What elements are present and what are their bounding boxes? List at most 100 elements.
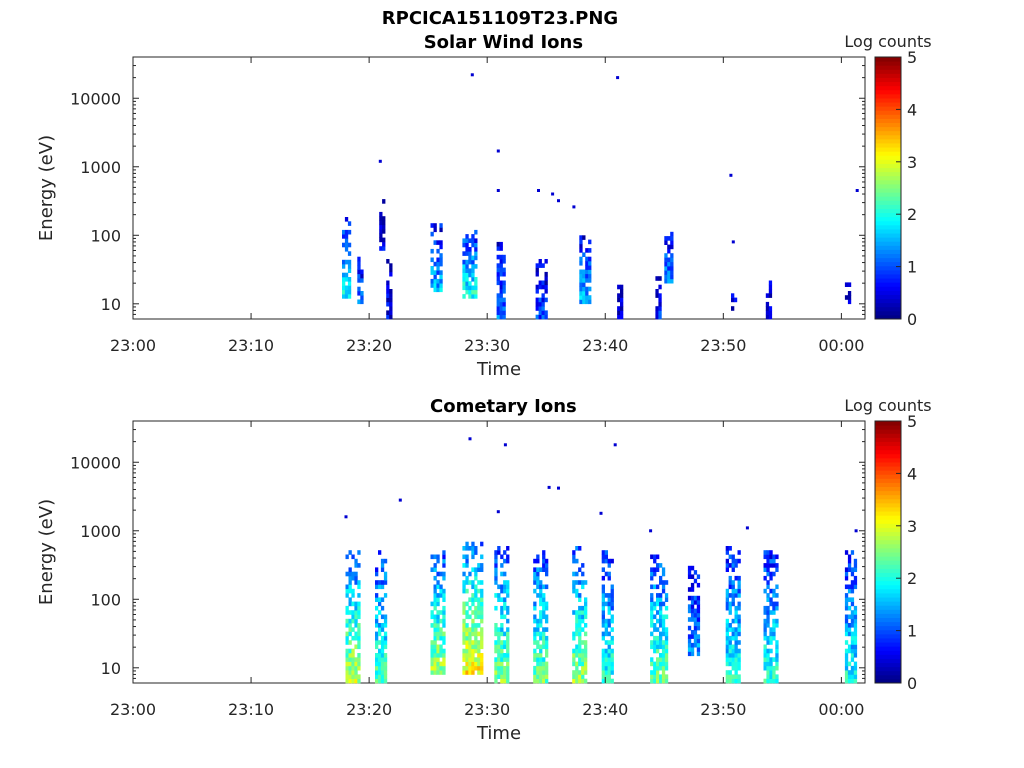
heatmap-cell — [351, 554, 355, 560]
heatmap-cell — [693, 578, 698, 584]
heatmap-cell — [734, 653, 738, 658]
heatmap-cell — [536, 575, 540, 581]
heatmap-cell — [468, 648, 472, 654]
colorbar-step — [875, 130, 901, 136]
heatmap-cell — [687, 647, 692, 652]
heatmap-cell — [544, 297, 548, 303]
heatmap-cell — [588, 256, 592, 262]
heatmap-cell — [539, 601, 543, 607]
heatmap-cell — [725, 674, 729, 679]
heatmap-cell — [439, 665, 443, 671]
heatmap-cell — [480, 614, 484, 620]
heatmap-cell — [607, 631, 611, 637]
heatmap-cell — [582, 273, 586, 279]
heatmap-cell — [433, 567, 437, 572]
heatmap-cell — [480, 631, 484, 637]
heatmap-cell — [383, 635, 388, 641]
heatmap-cell — [584, 640, 588, 645]
heatmap-cell — [506, 627, 510, 632]
heatmap-cell — [442, 614, 446, 620]
heatmap-cell — [468, 285, 472, 291]
heatmap-cell — [442, 571, 446, 577]
heatmap-cell — [693, 600, 698, 605]
heatmap-cell — [775, 554, 779, 560]
heatmap-cell — [465, 657, 469, 662]
heatmap-cell — [503, 640, 507, 645]
heatmap-cell — [348, 631, 352, 637]
heatmap-cell — [351, 571, 355, 577]
heatmap-cell — [536, 623, 540, 628]
heatmap-cell — [433, 283, 437, 288]
colorbar-step — [875, 265, 901, 271]
heatmap-cell — [439, 223, 443, 228]
heatmap-cell — [536, 657, 540, 662]
heatmap-cell — [494, 558, 498, 564]
heatmap-cell — [728, 635, 732, 641]
heatmap-cell — [581, 605, 585, 611]
heatmap-cell — [430, 266, 434, 271]
heatmap-cell — [601, 665, 605, 671]
heatmap-cell — [731, 674, 735, 679]
heatmap-cell — [375, 644, 379, 650]
heatmap-cell — [853, 635, 858, 641]
heatmap-cell — [578, 605, 582, 611]
colorbar-step — [875, 89, 901, 95]
heatmap-cell — [737, 614, 741, 620]
colorbar-step — [875, 662, 901, 668]
heatmap-cell — [503, 588, 507, 594]
heatmap-cell — [731, 293, 735, 298]
heatmap-cell — [768, 310, 773, 315]
heatmap-cell — [442, 661, 446, 667]
heatmap-cell — [693, 617, 698, 622]
heatmap-cell — [506, 670, 510, 675]
heatmap-cell — [502, 297, 506, 303]
heatmap-cell — [659, 575, 663, 581]
heatmap-cell — [433, 287, 437, 293]
heatmap-cell — [465, 644, 469, 650]
heatmap-cell — [468, 255, 472, 261]
heatmap-cell — [772, 571, 776, 577]
heatmap-cell — [345, 665, 349, 671]
heatmap-cell — [610, 614, 614, 620]
heatmap-cell — [345, 640, 349, 645]
heatmap-cell — [433, 605, 437, 611]
heatmap-cell — [575, 648, 579, 654]
heatmap-cell — [769, 665, 773, 671]
heatmap-cell — [847, 644, 852, 650]
heatmap-cell — [496, 301, 500, 307]
heatmap-cell — [351, 627, 355, 632]
heatmap-cell — [853, 678, 858, 684]
heatmap-cell — [465, 665, 469, 671]
heatmap-cell — [769, 571, 773, 577]
heatmap-cell — [433, 270, 437, 275]
heatmap-cell — [533, 614, 537, 620]
heatmap-cell — [766, 610, 770, 615]
heatmap-cell — [539, 618, 543, 624]
heatmap-cell — [539, 678, 543, 684]
heatmap-cell — [766, 678, 770, 684]
heatmap-cell — [477, 610, 481, 615]
colorbar-step — [875, 490, 901, 496]
heatmap-cell — [480, 588, 484, 594]
heatmap-cell — [769, 670, 773, 675]
heatmap-cell — [725, 618, 729, 624]
heatmap-cell — [468, 627, 472, 632]
colorbar-step — [875, 613, 901, 618]
heatmap-point — [613, 443, 617, 447]
heatmap-cell — [436, 270, 440, 275]
heatmap-cell — [542, 554, 546, 560]
heatmap-cell — [378, 597, 382, 602]
heatmap-cell — [728, 580, 732, 585]
heatmap-cell — [687, 565, 692, 571]
heatmap-cell — [357, 678, 361, 684]
heatmap-cell — [690, 617, 695, 622]
heatmap-cell — [500, 610, 504, 615]
heatmap-cell — [696, 574, 701, 579]
heatmap-cell — [465, 575, 469, 581]
heatmap-cell — [436, 248, 440, 254]
heatmap-cell — [477, 644, 481, 650]
heatmap-cell — [383, 631, 388, 637]
colorbar-step — [875, 167, 901, 173]
heatmap-cell — [850, 588, 855, 594]
